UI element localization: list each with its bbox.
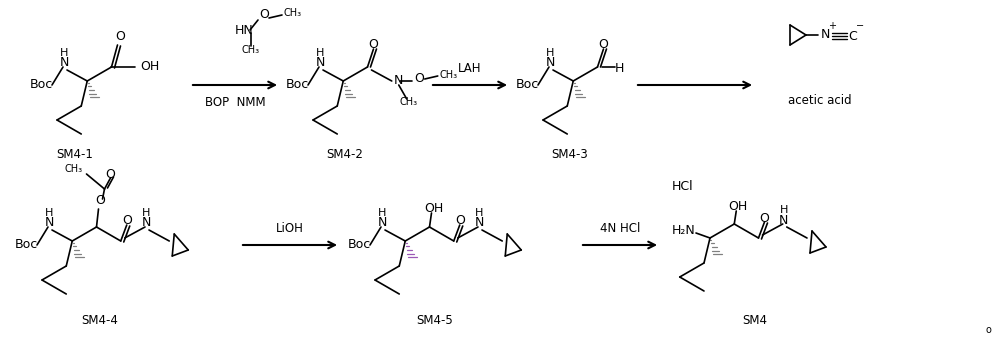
Text: SM4-5: SM4-5 xyxy=(417,314,453,327)
Text: Boc: Boc xyxy=(516,79,539,92)
Text: CH₃: CH₃ xyxy=(440,70,458,80)
Text: H: H xyxy=(780,205,788,215)
Text: H: H xyxy=(316,48,324,58)
Text: SM4-1: SM4-1 xyxy=(57,148,93,161)
Text: SM4-3: SM4-3 xyxy=(552,148,588,161)
Text: O: O xyxy=(599,39,608,52)
Text: CH₃: CH₃ xyxy=(242,45,260,55)
Text: OH: OH xyxy=(729,199,748,212)
Text: CH₃: CH₃ xyxy=(284,8,302,18)
Text: N: N xyxy=(545,56,555,69)
Text: SM4-2: SM4-2 xyxy=(327,148,363,161)
Text: acetic acid: acetic acid xyxy=(788,94,852,107)
Text: H₂N: H₂N xyxy=(672,224,696,237)
Text: H: H xyxy=(378,208,386,218)
Text: N: N xyxy=(315,56,325,69)
Text: H: H xyxy=(615,62,624,75)
Text: BOP  NMM: BOP NMM xyxy=(205,96,265,109)
Text: LAH: LAH xyxy=(458,63,482,76)
Text: H: H xyxy=(546,48,554,58)
Text: H: H xyxy=(142,208,150,218)
Text: Boc: Boc xyxy=(15,238,38,251)
Text: O: O xyxy=(414,73,424,86)
Text: N: N xyxy=(474,216,484,229)
Text: H: H xyxy=(60,48,68,58)
Text: OH: OH xyxy=(424,202,443,215)
Text: CH₃: CH₃ xyxy=(64,164,82,174)
Text: N: N xyxy=(59,56,69,69)
Text: N: N xyxy=(394,75,403,88)
Text: Boc: Boc xyxy=(286,79,309,92)
Text: N: N xyxy=(779,213,788,226)
Text: O: O xyxy=(106,169,115,182)
Text: −: − xyxy=(856,21,864,31)
Text: LiOH: LiOH xyxy=(276,223,304,236)
Text: o: o xyxy=(985,325,991,335)
Text: HCl: HCl xyxy=(672,181,694,194)
Text: O: O xyxy=(455,214,465,227)
Text: N: N xyxy=(44,216,54,229)
Text: OH: OH xyxy=(140,61,159,74)
Text: O: O xyxy=(369,39,378,52)
Text: N: N xyxy=(141,216,151,229)
Text: C: C xyxy=(849,29,857,42)
Text: O: O xyxy=(259,9,269,22)
Text: SM4-4: SM4-4 xyxy=(82,314,118,327)
Text: O: O xyxy=(116,30,125,43)
Text: Boc: Boc xyxy=(30,79,53,92)
Text: H: H xyxy=(45,208,53,218)
Text: N: N xyxy=(377,216,387,229)
Text: O: O xyxy=(760,211,769,224)
Text: 4N HCl: 4N HCl xyxy=(600,223,640,236)
Text: Boc: Boc xyxy=(348,238,371,251)
Text: CH₃: CH₃ xyxy=(400,97,418,107)
Text: O: O xyxy=(122,214,132,227)
Text: SM4: SM4 xyxy=(742,314,768,327)
Text: H: H xyxy=(475,208,483,218)
Text: +: + xyxy=(828,21,836,31)
Text: N: N xyxy=(820,28,830,41)
Text: HN: HN xyxy=(235,24,254,37)
Text: O: O xyxy=(96,195,105,208)
